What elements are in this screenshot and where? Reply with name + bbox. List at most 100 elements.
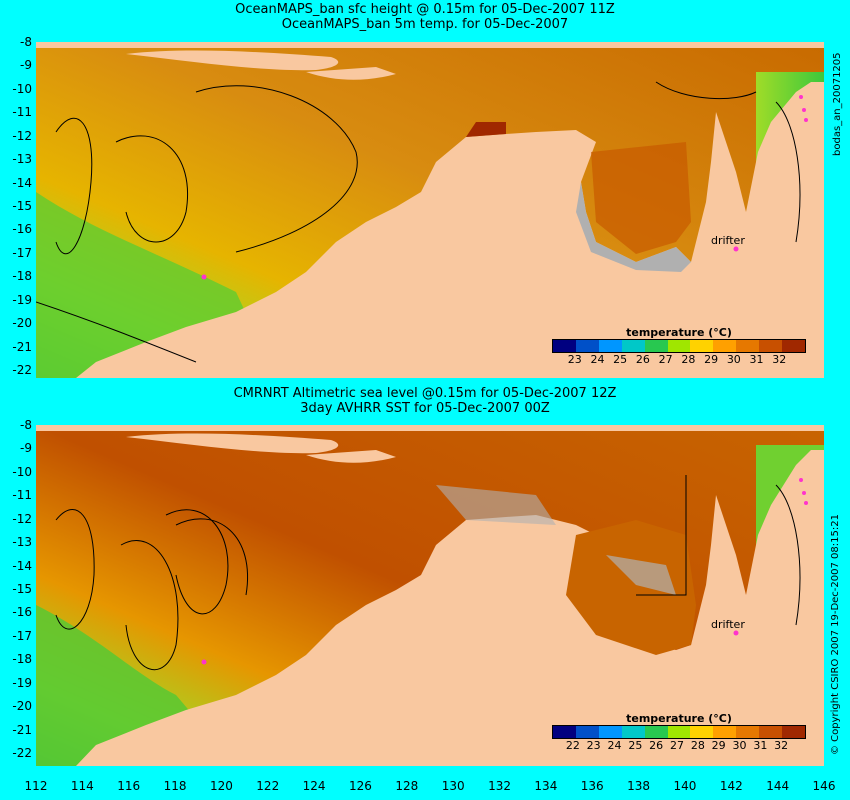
longitude-label: 124 — [302, 779, 326, 793]
latitude-label: -19 — [12, 675, 32, 690]
island-timor — [306, 67, 396, 80]
latitude-label: -8 — [20, 35, 32, 49]
island-sumba-timor — [126, 50, 339, 71]
legend-tick-label: 32 — [772, 353, 787, 366]
longitude-label: 142 — [719, 779, 743, 793]
longitude-label: 140 — [673, 779, 697, 793]
latitude-label: -15 — [12, 199, 32, 213]
latitude-label: -18 — [12, 269, 32, 284]
latitude-label: -22 — [12, 363, 32, 377]
latitude-label: -19 — [12, 292, 32, 307]
longitude-label: 120 — [209, 779, 233, 793]
legend-tick-label: 24 — [607, 739, 622, 752]
bottom-legend-colorbar — [552, 725, 806, 739]
latitude-label: -21 — [12, 722, 32, 737]
latitude-label: -17 — [12, 245, 32, 260]
legend-tick-label: 22 — [565, 739, 580, 752]
legend-tick-label: 26 — [635, 353, 650, 366]
longitude-label: 146 — [812, 779, 836, 793]
north-islands — [36, 42, 824, 48]
top-map-panel: drifter — [36, 42, 824, 378]
legend-tick-label: 28 — [681, 353, 696, 366]
latitude-label: -9 — [20, 441, 32, 456]
latitude-label: -16 — [12, 605, 32, 620]
legend-tick-label: 27 — [658, 353, 673, 366]
legend-tick-label: 29 — [711, 739, 726, 752]
legend-tick-label: 25 — [628, 739, 643, 752]
longitude-label: 128 — [395, 779, 419, 793]
longitude-label: 134 — [534, 779, 558, 793]
legend-tick-label: 25 — [613, 353, 628, 366]
latitude-label: -14 — [12, 558, 32, 573]
latitude-label: -10 — [12, 464, 32, 479]
bottom-legend-title: temperature (°C) — [626, 712, 732, 725]
north-islands — [36, 425, 824, 431]
colorbar-swatch — [644, 726, 668, 738]
latitude-label: -12 — [12, 511, 32, 526]
sea-level-contours — [55, 475, 801, 671]
sea-height-contours — [36, 81, 801, 363]
legend-tick-label: 31 — [749, 353, 764, 366]
colorbar-swatch — [575, 726, 599, 738]
island-sumba-timor — [126, 433, 339, 454]
longitude-label: 132 — [488, 779, 511, 793]
drifter-markers — [201, 478, 808, 665]
latitude-label: -14 — [12, 175, 32, 190]
bottom-legend: temperature (°C) 22 23 24 25 26 27 28 29 30 31 32 — [516, 712, 806, 753]
drifter-label: drifter — [711, 234, 745, 247]
latitude-label: -16 — [12, 222, 32, 237]
top-legend-ticks: 23 24 25 26 27 28 29 30 31 32 — [552, 353, 806, 367]
colorbar-swatch — [598, 726, 622, 738]
legend-tick-label: 23 — [567, 353, 582, 366]
drifter-label: drifter — [711, 618, 745, 631]
legend-tick-label: 30 — [732, 739, 747, 752]
longitude-label: 126 — [349, 779, 372, 793]
colorbar-swatch — [644, 340, 668, 352]
latitude-label: -20 — [12, 316, 32, 331]
island-timor — [306, 450, 396, 463]
latitude-label: -11 — [12, 105, 32, 120]
colorbar-swatch — [621, 726, 645, 738]
top-legend-colorbar — [552, 339, 806, 353]
longitude-label: 114 — [70, 779, 94, 793]
top-title-line1: OceanMAPS_ban sfc height @ 0.15m for 05-… — [235, 2, 615, 17]
australia-land — [76, 82, 824, 378]
colorbar-swatch — [553, 340, 576, 352]
legend-tick-label: 24 — [590, 353, 605, 366]
latitude-label: -17 — [12, 628, 32, 643]
gulf-warm-water — [591, 142, 691, 254]
bottom-side-label: © Copyright CSIRO 2007 19-Dec-2007 08:15… — [830, 514, 841, 755]
australia-land — [76, 450, 824, 766]
colorbar-swatch — [575, 340, 599, 352]
colorbar-swatch — [690, 726, 714, 738]
colorbar-swatch — [759, 340, 783, 352]
cloud-mask-coast — [436, 485, 556, 525]
gulf-warm-water — [566, 520, 696, 655]
legend-tick-label: 30 — [726, 353, 741, 366]
hot-coastal-band — [466, 122, 506, 137]
latitude-label: -9 — [20, 58, 32, 73]
longitude-label: 118 — [163, 779, 187, 793]
longitude-label: 144 — [766, 779, 790, 793]
latitude-label: -13 — [12, 152, 32, 167]
latitude-label: -12 — [12, 128, 32, 143]
top-map-svg: drifter — [36, 42, 824, 378]
legend-tick-label: 32 — [774, 739, 789, 752]
legend-tick-label: 23 — [586, 739, 601, 752]
colorbar-swatch — [667, 340, 691, 352]
latitude-label: -8 — [20, 418, 32, 432]
latitude-label: -11 — [12, 488, 32, 503]
latitude-label: -18 — [12, 652, 32, 667]
colorbar-swatch — [713, 726, 737, 738]
latitude-label: -22 — [12, 746, 32, 760]
bottom-legend-ticks: 22 23 24 25 26 27 28 29 30 31 32 — [552, 739, 806, 753]
colorbar-swatch — [621, 340, 645, 352]
top-title-line2: OceanMAPS_ban 5m temp. for 05-Dec-2007 — [281, 17, 569, 32]
legend-tick-label: 31 — [753, 739, 768, 752]
colorbar-swatch — [736, 726, 760, 738]
coastal-mask — [576, 182, 691, 272]
legend-tick-label: 28 — [690, 739, 705, 752]
colorbar-swatch — [782, 726, 805, 738]
bottom-map-panel: drifter — [36, 425, 824, 766]
colorbar-swatch — [598, 340, 622, 352]
